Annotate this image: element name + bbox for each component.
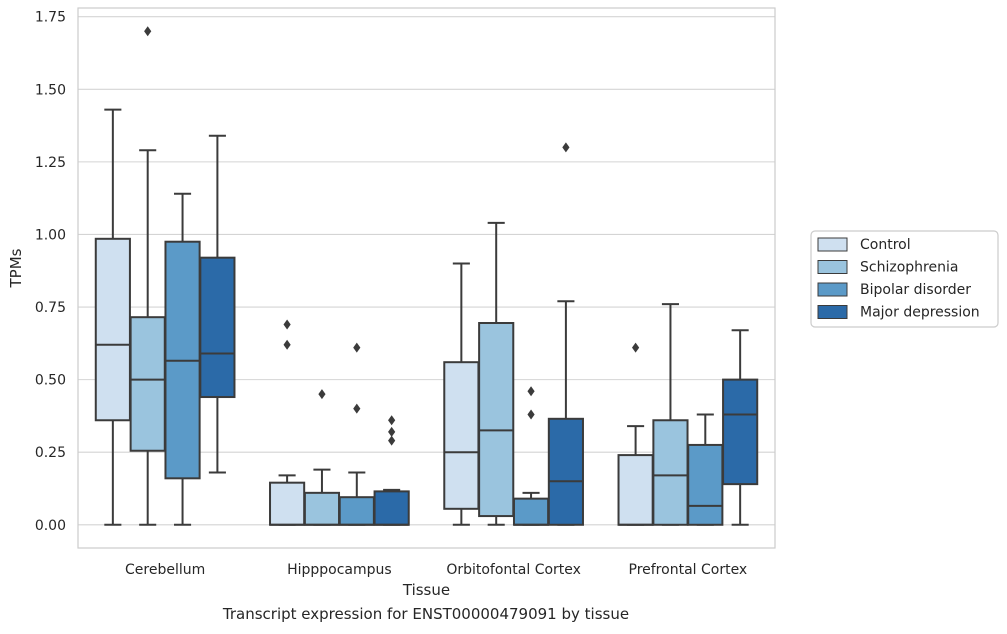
box-major-depression — [722, 329, 759, 526]
y-tick-label: 1.00 — [35, 227, 66, 243]
box-body — [547, 417, 584, 526]
box-body — [478, 322, 515, 518]
legend: Control Schizophrenia Bipolar disorder Majo… — [810, 230, 999, 328]
box-major-depression — [373, 415, 410, 526]
y-axis-label: TPMs — [7, 248, 25, 288]
outlier-point — [144, 26, 152, 37]
box-body — [512, 497, 550, 526]
box-body — [443, 361, 480, 510]
legend-swatch — [817, 260, 848, 274]
box-schizophrenia — [652, 303, 689, 526]
plot-frame — [77, 7, 776, 549]
box-body — [617, 454, 654, 526]
box-body — [722, 378, 759, 486]
box-control — [443, 262, 480, 526]
box-control — [269, 319, 306, 526]
box-body — [94, 237, 131, 422]
outlier-point — [283, 339, 291, 350]
box-body — [652, 419, 689, 526]
y-tick-label: 0.50 — [35, 373, 66, 389]
box-bipolar-disorder — [338, 342, 375, 526]
x-tick-label: Prefrontal Cortex — [629, 562, 748, 578]
outlier-point — [318, 389, 326, 400]
outlier-point — [353, 342, 361, 353]
legend-label: Major depression — [860, 305, 980, 321]
box-body — [687, 443, 724, 526]
outlier-point — [353, 403, 361, 414]
legend-swatch — [817, 305, 848, 319]
outlier-point — [283, 319, 291, 330]
y-tick-label: 1.75 — [35, 10, 66, 26]
x-tick-label: Cerebellum — [125, 562, 205, 578]
box-body — [129, 316, 166, 452]
outlier-point — [527, 386, 535, 397]
chart-caption: Transcript expression for ENST0000047909… — [222, 605, 630, 623]
y-tick-label: 1.50 — [35, 82, 66, 98]
box-body — [303, 491, 341, 526]
box-bipolar-disorder — [164, 192, 201, 526]
outlier-point — [388, 426, 396, 437]
box-body — [338, 496, 375, 526]
outlier-point — [388, 435, 396, 446]
outlier-point — [632, 342, 640, 353]
box-major-depression — [547, 142, 584, 526]
legend-swatch — [817, 282, 848, 297]
y-tick-label: 1.25 — [35, 155, 66, 171]
box-body — [373, 490, 410, 526]
box-body — [199, 256, 236, 399]
box-schizophrenia — [129, 26, 166, 526]
legend-label: Bipolar disorder — [860, 282, 971, 298]
legend-label: Control — [860, 237, 911, 253]
box-body — [269, 481, 306, 526]
y-tick-label: 0.25 — [35, 445, 66, 461]
outlier-point — [388, 415, 396, 426]
legend-label: Schizophrenia — [860, 260, 958, 276]
x-axis-label: Tissue — [402, 581, 450, 599]
legend-frame — [810, 230, 999, 328]
box-control — [94, 108, 131, 526]
x-tick-label: Hipppocampus — [287, 562, 392, 578]
outlier-point — [562, 142, 570, 153]
box-bipolar-disorder — [512, 386, 550, 526]
y-tick-label: 0.00 — [35, 518, 66, 534]
box-major-depression — [199, 134, 236, 474]
box-schizophrenia — [478, 221, 515, 526]
box-bipolar-disorder — [687, 413, 724, 526]
outlier-point — [527, 409, 535, 420]
box-schizophrenia — [303, 389, 341, 526]
legend-swatch — [817, 237, 848, 252]
box-control — [617, 342, 654, 526]
y-tick-label: 0.75 — [35, 300, 66, 316]
x-tick-label: Orbitofontal Cortex — [446, 562, 581, 578]
